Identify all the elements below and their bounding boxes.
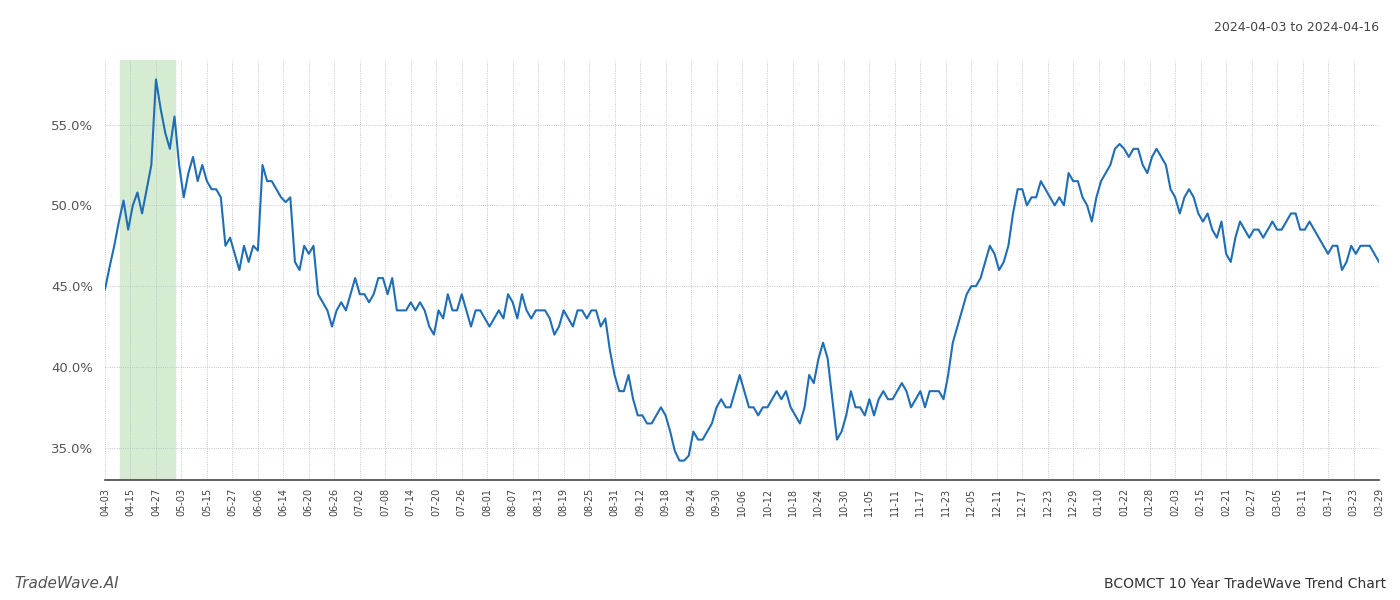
Bar: [120, 60, 175, 480]
Text: TradeWave.AI: TradeWave.AI: [14, 576, 119, 591]
Text: 2024-04-03 to 2024-04-16: 2024-04-03 to 2024-04-16: [1214, 21, 1379, 34]
Text: BCOMCT 10 Year TradeWave Trend Chart: BCOMCT 10 Year TradeWave Trend Chart: [1103, 577, 1386, 591]
